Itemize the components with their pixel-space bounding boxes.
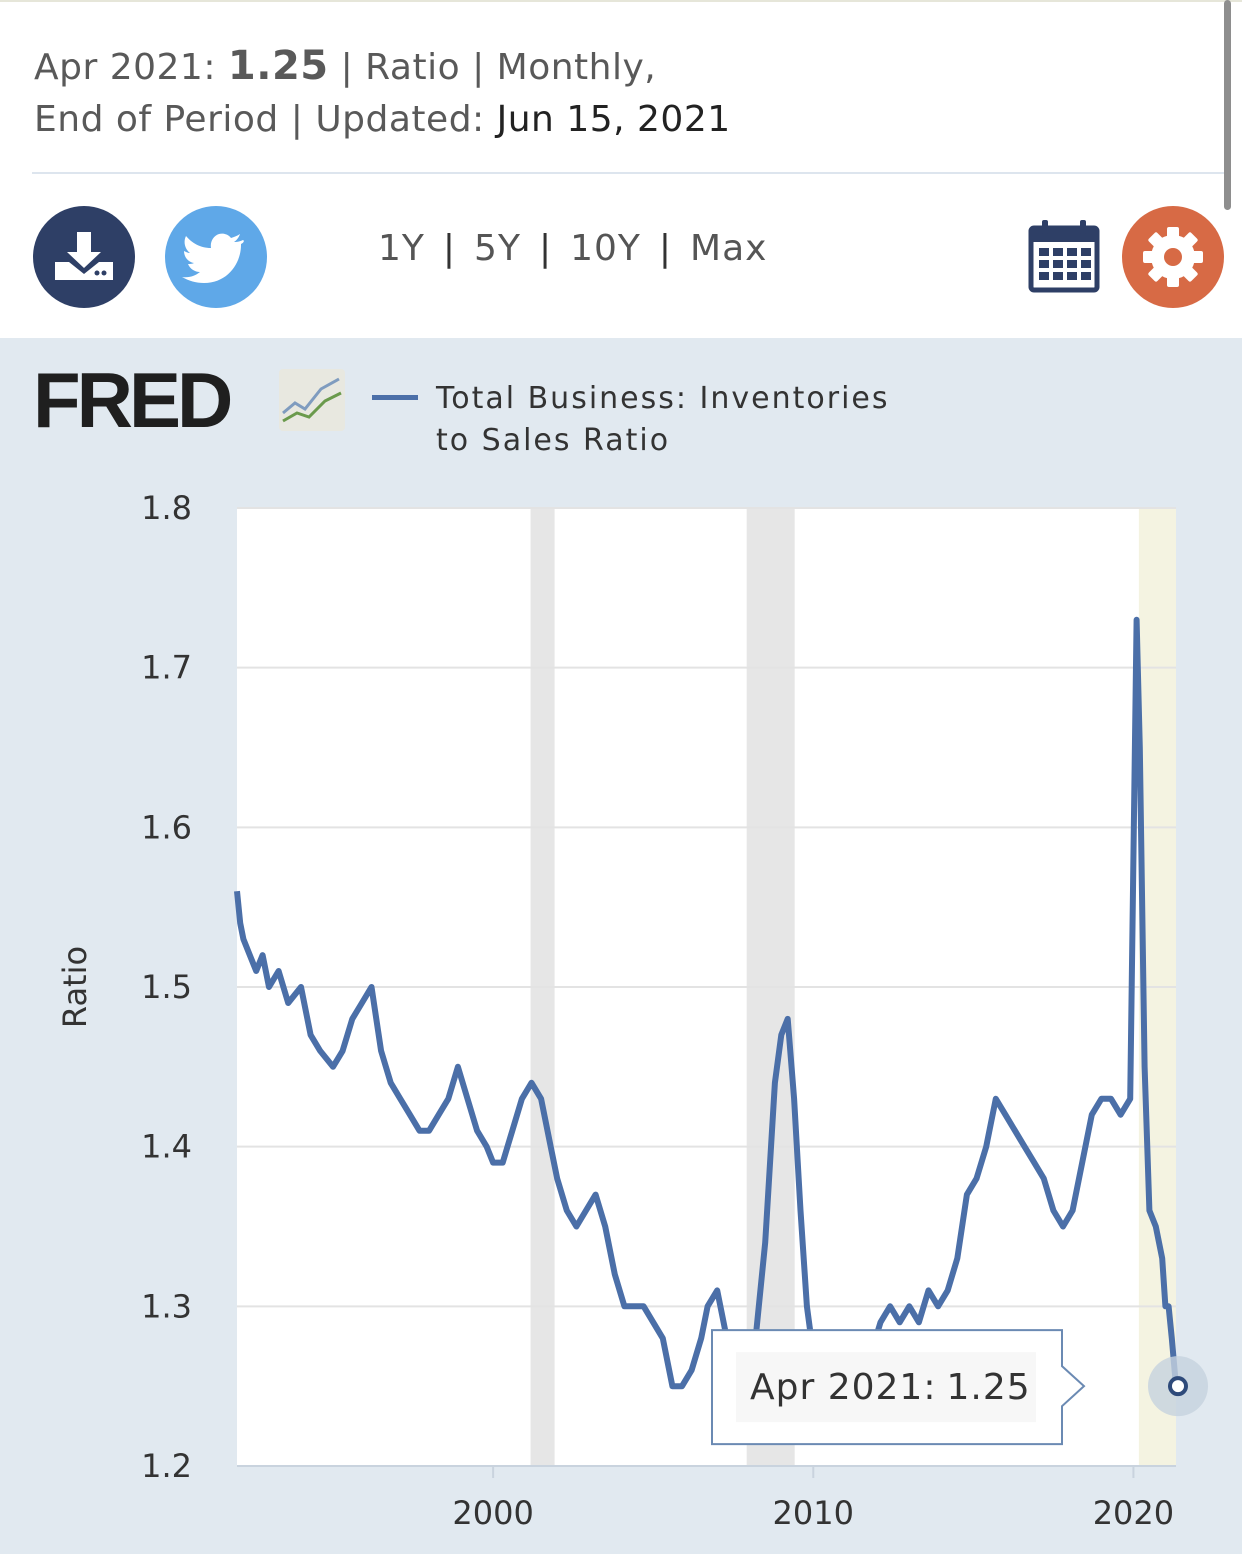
calendar-icon	[1028, 220, 1100, 293]
series-meta: Apr 2021: 1.25 | Ratio | Monthly, End of…	[34, 40, 731, 146]
line-chart: 1.2 1.3 1.4 1.5 1.6 1.7 1.8 2000 2010 2020 Ratio…	[56, 489, 1208, 1532]
tooltip-label: Apr 2021:	[750, 1367, 936, 1408]
range-max[interactable]: Max	[690, 228, 768, 269]
tooltip: Apr 2021: 1.25	[711, 1329, 1086, 1446]
y-axis-label: Ratio	[56, 946, 94, 1028]
frequency-label: Monthly,	[496, 47, 657, 88]
hover-point[interactable]	[1168, 1376, 1188, 1397]
fred-logo-graphic: FRED	[33, 356, 345, 444]
y-tick-label: 1.5	[141, 968, 192, 1006]
latest-value: 1.25	[227, 43, 329, 89]
range-10y[interactable]: 10Y	[570, 228, 641, 269]
y-tick-label: 1.2	[141, 1447, 192, 1485]
units-label: Ratio	[365, 47, 461, 88]
range-1y[interactable]: 1Y	[378, 228, 425, 269]
separator: |	[658, 228, 673, 269]
x-tick-label: 2000	[452, 1494, 533, 1532]
scrollbar[interactable]	[1224, 0, 1231, 210]
separator: |	[290, 99, 304, 140]
range-5y[interactable]: 5Y	[474, 228, 521, 269]
range-selector: 1Y | 5Y | 10Y | Max	[378, 228, 767, 269]
top-border	[0, 0, 1242, 2]
legend-label: Total Business: Inventories to Sales Rat…	[436, 381, 890, 458]
download-button[interactable]	[33, 206, 135, 308]
updated-label: Updated:	[315, 99, 485, 140]
aggregation-label: End of Period	[34, 99, 279, 140]
x-tick-label: 2020	[1093, 1494, 1174, 1532]
y-tick-label: 1.7	[141, 649, 192, 687]
settings-button[interactable]	[1122, 206, 1224, 308]
date-label: Apr 2021:	[34, 47, 216, 88]
tooltip-text: Apr 2021: 1.25	[750, 1367, 1031, 1408]
y-tick-label: 1.8	[141, 489, 192, 527]
twitter-icon	[182, 233, 244, 283]
separator: |	[442, 228, 457, 269]
updated-date: Jun 15, 2021	[496, 99, 731, 140]
y-tick-label: 1.4	[141, 1128, 192, 1166]
separator: |	[538, 228, 553, 269]
calendar-button[interactable]	[1028, 218, 1100, 294]
twitter-button[interactable]	[165, 206, 267, 308]
separator: |	[340, 47, 354, 88]
gear-icon	[1143, 227, 1203, 287]
y-tick-label: 1.6	[141, 808, 192, 846]
separator: |	[472, 47, 485, 88]
legend-swatch	[372, 395, 418, 400]
download-icon	[55, 232, 113, 280]
tooltip-inner	[736, 1352, 1036, 1423]
x-tick-label: 2010	[773, 1494, 854, 1532]
y-tick-label: 1.3	[141, 1287, 192, 1325]
tooltip-value: 1.25	[946, 1367, 1030, 1408]
logo-text: FRED	[33, 365, 231, 435]
divider	[32, 172, 1224, 174]
fred-logo: FRED	[33, 356, 353, 444]
